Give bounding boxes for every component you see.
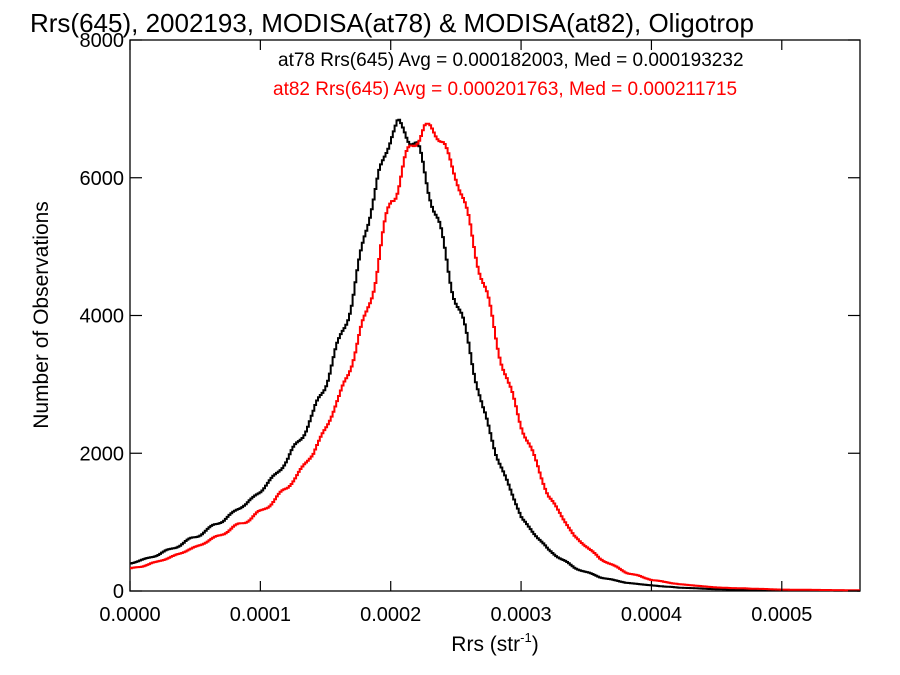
x-axis-ticks: 0.0000 0.0001 0.0002 0.0003 0.0004 0.0005 — [99, 40, 812, 626]
x-tick-label: 0.0003 — [490, 604, 551, 626]
y-tick-label: 4000 — [80, 306, 125, 328]
y-axis-label: Number of Observations — [30, 201, 53, 429]
x-tick-label: 0.0001 — [230, 604, 291, 626]
y-tick-label: 6000 — [80, 168, 125, 190]
series-line-1 — [130, 122, 860, 592]
legend-annotation-at82: at82 Rrs(645) Avg = 0.000201763, Med = 0… — [273, 79, 737, 100]
x-tick-label: 0.0005 — [751, 604, 812, 626]
x-tick-label: 0.0000 — [99, 604, 160, 626]
plot-area: 0.0000 0.0001 0.0002 0.0003 0.0004 0.0005 0 20… — [80, 30, 861, 626]
x-tick-label: 0.0002 — [360, 604, 421, 626]
series-line-0 — [130, 118, 860, 592]
y-tick-label: 0 — [113, 581, 124, 603]
x-tick-label: 0.0004 — [621, 604, 682, 626]
legend-annotation-at78: at78 Rrs(645) Avg = 0.000182003, Med = 0… — [278, 50, 744, 71]
x-axis-label-close: ) — [532, 633, 539, 656]
x-axis-label-main: Rrs (str — [451, 633, 520, 656]
y-axis-ticks: 0 2000 4000 6000 8000 — [80, 30, 860, 603]
chart-title: Rrs(645), 2002193, MODISA(at78) & MODISA… — [30, 8, 754, 38]
x-axis-label: Rrs (str-1) — [451, 630, 538, 656]
series-layer — [130, 118, 860, 592]
x-axis-label-superscript: -1 — [520, 630, 532, 645]
y-tick-label: 8000 — [80, 30, 125, 52]
y-tick-label: 2000 — [80, 443, 125, 465]
